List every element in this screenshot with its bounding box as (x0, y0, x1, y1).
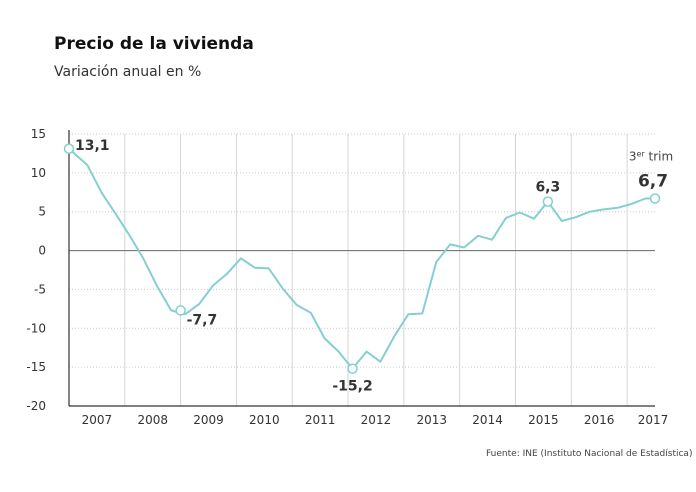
y-tick-label: -5 (34, 282, 46, 296)
data-label: 6,7 (638, 172, 668, 192)
x-tick-label: 2010 (249, 413, 280, 427)
x-tick-label: 2011 (305, 413, 336, 427)
chart-title: Precio de la vivienda (54, 34, 254, 54)
data-label: 13,1 (75, 138, 110, 154)
data-point-marker (175, 305, 186, 316)
x-tick-label: 2016 (584, 413, 615, 427)
axis-layer (68, 130, 655, 407)
x-tick-label: 2013 (416, 413, 447, 427)
y-tick-label: 0 (38, 244, 46, 258)
x-tick-label: 2008 (137, 413, 168, 427)
series-layer (68, 148, 655, 370)
x-tick-label: 2014 (472, 413, 503, 427)
x-tick-label: 2009 (193, 413, 224, 427)
data-point-marker (542, 196, 554, 207)
y-tick-label: -20 (26, 399, 46, 413)
y-tick-label: -15 (26, 360, 46, 374)
y-tick-label: 15 (31, 127, 46, 141)
x-tick-label: 2017 (638, 413, 669, 427)
x-tick-label: 2007 (82, 413, 113, 427)
data-point-marker (63, 143, 75, 155)
data-point-marker (347, 363, 358, 374)
series-line (68, 148, 655, 370)
chart-subtitle: Variación anual en % (54, 64, 202, 80)
quarter-note: 3er trim (629, 149, 673, 164)
marker-layer (63, 143, 661, 374)
data-label: 6,3 (535, 180, 560, 196)
grid-layer (69, 133, 655, 406)
data-point-marker (649, 193, 661, 204)
data-label: -7,7 (187, 312, 218, 328)
y-tick-label: -10 (26, 321, 46, 335)
chart-source: Fuente: INE (Instituto Nacional de Estad… (486, 449, 693, 459)
y-tick-label: 5 (38, 205, 46, 219)
x-tick-label: 2012 (361, 413, 392, 427)
x-tick-label: 2015 (528, 413, 559, 427)
data-label: -15,2 (332, 379, 372, 395)
label-layer: 15 10 5 0 -5 -10 -15 -20 2007 2008 2009 2010 2011 201… (26, 127, 673, 427)
y-tick-label: 10 (31, 166, 46, 180)
